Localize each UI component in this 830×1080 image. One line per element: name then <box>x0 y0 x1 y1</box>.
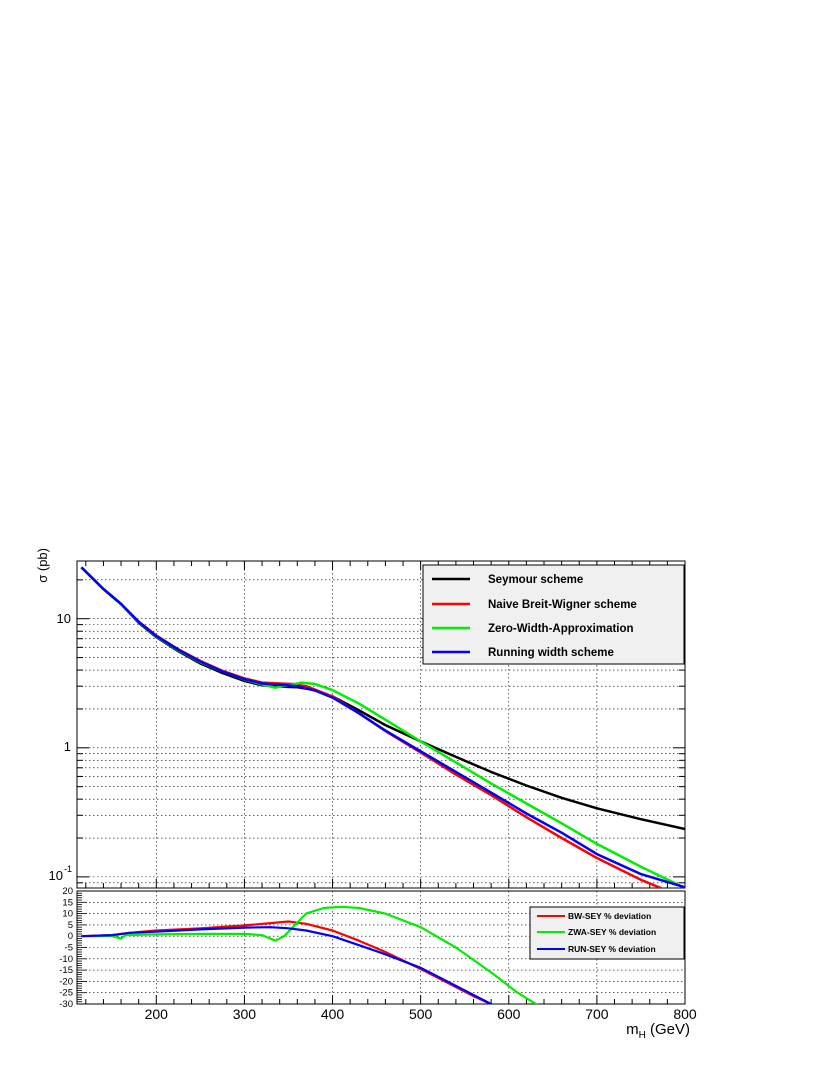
x-axis-title: mH (GeV) <box>626 1021 690 1041</box>
bottom-y-tick-label--10: -10 <box>59 954 73 965</box>
bottom-y-tick-label-0: 0 <box>68 931 73 942</box>
x-tick-label-300: 300 <box>233 1006 257 1022</box>
legend-label-zwa-sey: ZWA-SEY % deviation <box>568 927 656 937</box>
bottom-legend: BW-SEY % deviation ZWA-SEY % deviation R… <box>529 906 685 960</box>
top-series-lines <box>80 566 685 888</box>
bottom-y-tick-label--30: -30 <box>59 999 73 1010</box>
legend-label-run-sey: RUN-SEY % deviation <box>568 944 656 954</box>
legend-label-breit-wigner: Naive Breit-Wigner scheme <box>488 599 637 611</box>
x-axis-title-unit: (GeV) <box>646 1021 690 1038</box>
bottom-y-tick-label--20: -20 <box>59 976 73 987</box>
x-tick-label-600: 600 <box>497 1006 521 1022</box>
top-legend: Seymour scheme Naive Breit-Wigner scheme… <box>422 564 685 665</box>
bottom-y-tick-label-20: 20 <box>62 886 73 897</box>
bottom-y-tick-label-5: 5 <box>68 920 73 931</box>
top-grid <box>77 561 685 888</box>
legend-label-seymour: Seymour scheme <box>488 574 583 586</box>
x-axis-title-sub: H <box>639 1030 646 1041</box>
bottom-series-lines <box>81 905 538 1004</box>
bottom-series-line-1 <box>81 905 538 1004</box>
y-axis-title: σ (pb) <box>35 548 50 583</box>
legend-label-zwa: Zero-Width-Approximation <box>488 623 634 635</box>
y-tick-label-10: 10 <box>57 611 71 626</box>
bottom-axis-ticks <box>77 890 686 1005</box>
x-axis-title-main: m <box>626 1021 639 1038</box>
bottom-y-tick-label-15: 15 <box>62 897 73 908</box>
x-tick-label-800: 800 <box>673 1006 697 1022</box>
y-tick-label-0.1-base: 10 <box>49 868 63 883</box>
legend-label-bw-sey: BW-SEY % deviation <box>568 911 651 921</box>
top-series-line-3 <box>80 566 685 888</box>
bottom-y-tick-label--25: -25 <box>59 988 73 999</box>
x-tick-label-400: 400 <box>321 1006 345 1022</box>
bottom-y-tick-label-10: 10 <box>62 909 73 920</box>
bottom-series-line-2 <box>81 926 494 1004</box>
y-tick-label-1: 1 <box>64 739 71 754</box>
x-tick-label-200: 200 <box>145 1006 169 1022</box>
y-tick-label-0.1: 10 <box>49 868 63 883</box>
top-legend-box <box>422 564 685 665</box>
x-tick-labels: 200 300 400 500 600 700 800 <box>145 1006 697 1022</box>
x-tick-label-500: 500 <box>409 1006 433 1022</box>
y-tick-label-0.1-exponent: -1 <box>64 864 72 874</box>
bottom-y-tick-label--15: -15 <box>59 965 73 976</box>
x-tick-label-700: 700 <box>585 1006 609 1022</box>
bottom-y-tick-label--5: -5 <box>65 943 73 954</box>
legend-label-running-width: Running width scheme <box>488 647 614 659</box>
